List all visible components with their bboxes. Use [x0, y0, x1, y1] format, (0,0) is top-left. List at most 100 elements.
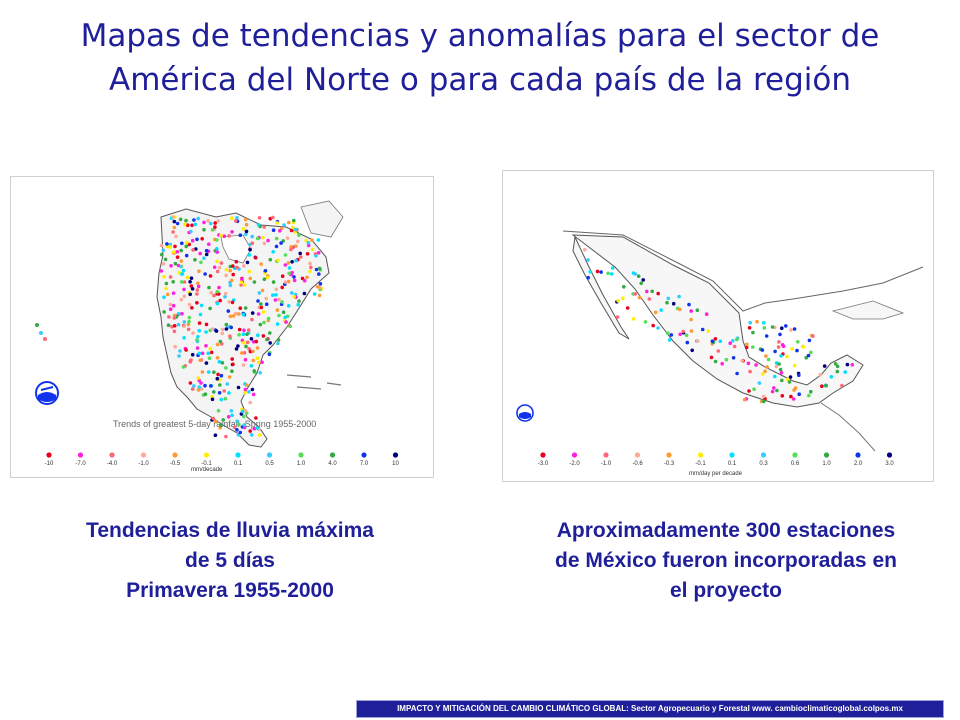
right-caption-line1: Aproximadamente 300 estaciones [556, 519, 896, 542]
mexico-station-dot [689, 317, 693, 322]
north-america-station-dot [164, 286, 168, 291]
north-america-legend-label: -7.0 [75, 461, 86, 467]
north-america-station-dot [212, 293, 216, 298]
mexico-station-dot [829, 375, 834, 379]
north-america-station-dot [234, 347, 239, 351]
north-america-station-dot [248, 429, 252, 433]
north-america-station-dot [224, 366, 228, 370]
north-america-station-dot [275, 308, 280, 312]
mexico-station-dot [720, 361, 724, 366]
north-america-station-dot [208, 221, 213, 226]
mexico-station-dot [643, 320, 648, 324]
north-america-station-dot [244, 344, 248, 349]
mexico-station-dot [792, 363, 797, 368]
north-america-station-dot [264, 302, 269, 306]
mexico-station-dot [681, 329, 685, 334]
mexico-station-dot [595, 269, 600, 274]
north-america-station-dot [165, 242, 169, 246]
north-america-station-dot [173, 244, 177, 249]
north-america-station-dot [292, 275, 296, 279]
north-america-station-dot [191, 248, 195, 252]
north-america-station-dot [262, 277, 267, 281]
mexico-station-dot [780, 378, 784, 383]
north-america-station-dot [243, 357, 248, 362]
mexico-station-dot [764, 334, 769, 338]
north-america-station-dot [242, 340, 246, 345]
north-america-station-dot [289, 247, 293, 252]
north-america-station-dot [171, 303, 176, 308]
north-america-station-dot [278, 229, 282, 233]
north-america-station-dot [237, 422, 241, 427]
mexico-legend-label: 0.3 [759, 461, 768, 467]
north-america-station-dot [168, 307, 173, 311]
mexico-station-dot [633, 292, 638, 296]
north-america-station-dot [237, 327, 242, 332]
noaa-logo [35, 381, 59, 405]
mexico-station-dot [677, 294, 681, 299]
north-america-station-dot [215, 376, 220, 381]
mexico-station-dot [775, 388, 779, 393]
north-america-station-dot [159, 269, 164, 273]
north-america-station-dot [173, 344, 177, 349]
north-america-station-dot [228, 268, 232, 273]
north-america-station-dot [215, 259, 219, 264]
mexico-station-dot [806, 353, 811, 358]
north-america-station-dot [231, 272, 235, 277]
north-america-legend-swatch [77, 452, 84, 458]
north-america-station-dots [159, 215, 324, 439]
mexico-station-dot [845, 362, 850, 367]
north-america-station-dot [229, 325, 233, 330]
north-america-station-dot [286, 261, 291, 265]
north-america-station-dot [276, 258, 280, 263]
mexico-station-dot [689, 329, 694, 333]
north-america-station-dot [172, 329, 177, 334]
mexico-station-dot [790, 347, 794, 351]
north-america-station-dot [306, 243, 311, 248]
mexico-station-dot [678, 332, 682, 337]
north-america-station-dot [271, 250, 276, 254]
north-america-station-dot [250, 241, 255, 245]
north-america-station-dot [202, 227, 206, 232]
mexico-station-dot [687, 302, 691, 307]
mexico-station-dot [796, 340, 800, 344]
mexico-station-dot [762, 326, 767, 330]
north-america-station-dot [248, 400, 252, 405]
north-america-station-dot [263, 269, 268, 273]
north-america-station-dot [276, 341, 280, 346]
mexico-station-dot [770, 325, 775, 329]
north-america-station-dot [224, 327, 229, 331]
left-caption-line3: Primavera 1955-2000 [126, 579, 334, 602]
north-america-station-dot [173, 261, 178, 266]
north-america-station-dot [316, 238, 321, 242]
north-america-legend-swatch [361, 452, 367, 458]
mexico-station-dot [811, 334, 815, 338]
north-america-station-dot [310, 238, 314, 242]
north-america-legend-label: 1.0 [297, 461, 306, 467]
north-america-legend-label: 4.0 [328, 461, 337, 467]
mexico-legend-label: 0.6 [791, 461, 800, 467]
north-america-station-dot [196, 388, 201, 392]
north-america-station-dot [266, 316, 271, 321]
mexico-station-dot [760, 348, 765, 352]
north-america-station-dot [200, 351, 205, 356]
north-america-station-dot [261, 235, 265, 240]
greenland [300, 200, 344, 238]
mexico-station-dot [586, 275, 590, 280]
mexico-station-dot [748, 320, 752, 325]
north-america-station-dot [199, 381, 203, 385]
north-america-map: Trends of greatest 5-day rainfall, Sprin… [11, 177, 433, 477]
mexico-station-dot [622, 285, 626, 289]
north-america-station-dot [198, 251, 202, 256]
north-america-station-dot [162, 310, 166, 314]
mexico-legend-label: 0.1 [728, 461, 737, 467]
north-america-station-dot [195, 338, 199, 342]
north-america-station-dot [218, 298, 222, 303]
mexico-station-dot [731, 338, 735, 343]
north-america-station-dot [274, 244, 279, 249]
north-america-station-dot [196, 284, 201, 289]
mexico-station-dot [835, 364, 840, 369]
north-america-station-dot [251, 340, 256, 344]
mexico-station-dot [728, 341, 732, 345]
north-america-station-dot [185, 240, 189, 245]
north-america-station-dot [189, 284, 194, 288]
